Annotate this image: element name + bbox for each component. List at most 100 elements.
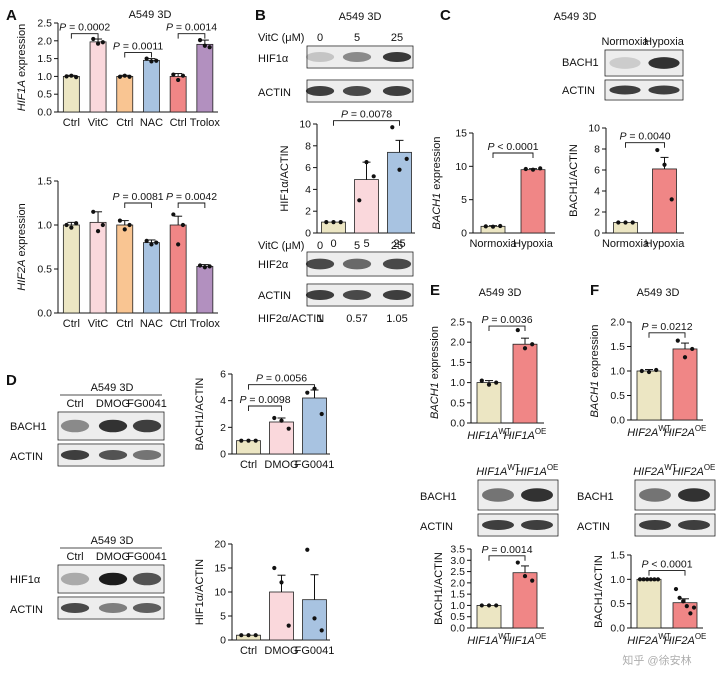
y-tick-label: 4	[220, 395, 226, 407]
panel-label-D: D	[6, 372, 17, 389]
bar	[62, 224, 80, 314]
x-tick-label: FG0041	[295, 645, 335, 657]
panel-label-B: B	[255, 7, 266, 24]
y-tick-label: 4	[305, 184, 311, 196]
chart-B: 0 2 4 6 8 10 HIF1α/ACTIN 0 5 25 P = 0.0078	[279, 109, 415, 250]
blot-D-lane-label: Ctrl	[66, 551, 83, 563]
y-tick-label: 1.5	[450, 357, 465, 369]
blot-B2-lane-label: 5	[354, 240, 360, 252]
data-point	[144, 56, 149, 61]
x-tick-label: Hypoxia	[513, 238, 554, 250]
blot-band	[132, 450, 162, 460]
blot-band	[342, 86, 372, 96]
y-tick-label: 0.5	[37, 89, 52, 101]
data-point	[623, 220, 628, 225]
data-point	[207, 45, 212, 50]
data-point	[171, 212, 176, 217]
data-point	[648, 577, 653, 582]
data-point	[645, 577, 650, 582]
blot-band	[609, 85, 641, 95]
data-point	[176, 242, 181, 247]
data-point	[319, 411, 324, 417]
y-axis-label: BACH1 expression	[431, 137, 443, 230]
y-axis-label: BACH1/ACTIN	[194, 378, 206, 451]
y-tick-label: 15	[455, 128, 467, 140]
data-point	[673, 586, 679, 592]
data-point	[630, 220, 635, 225]
data-point	[312, 616, 317, 621]
blot-band	[342, 258, 372, 270]
data-point	[279, 580, 284, 585]
y-tick-label: 0.5	[610, 390, 625, 402]
x-tick-label: DMOG	[264, 459, 298, 471]
blot-band	[382, 52, 412, 62]
chart-A2: 0.0 0.5 1.0 1.5 HIF2A expression Ctrl VitC Ctrl…	[16, 176, 220, 331]
blot-band	[98, 572, 128, 586]
y-tick-label: 3.0	[450, 555, 465, 567]
data-point	[180, 73, 186, 78]
y-tick-label: 2.0	[37, 35, 52, 47]
blot-band	[648, 57, 680, 69]
blot-band	[132, 419, 162, 433]
blot-D-lane-label: DMOG	[96, 398, 130, 410]
p-value-label: P = 0.0212	[641, 321, 692, 333]
blot-background	[479, 515, 557, 535]
data-point	[675, 338, 680, 343]
x-tick-label: Trolox	[190, 318, 221, 330]
blot-band	[639, 488, 671, 502]
data-point	[515, 327, 520, 333]
blot-B2-ratio-value: 1	[317, 313, 323, 325]
blot-band	[639, 520, 671, 530]
x-tick-label: VitC	[88, 318, 109, 330]
blot-E-lane-label: HIF1AWT	[476, 463, 520, 478]
data-point	[397, 167, 402, 172]
blot-band	[382, 86, 412, 96]
blot-F-row-label: ACTIN	[577, 521, 610, 533]
p-value-label: P = 0.0056	[256, 373, 307, 385]
y-tick-label: 0.0	[450, 623, 465, 635]
bar	[62, 76, 80, 113]
chart-F2: 0.0 0.5 1.0 1.5 BACH1/ACTIN P < 0.0001	[593, 550, 703, 635]
data-point	[530, 342, 535, 347]
data-point	[616, 220, 621, 225]
blot-C-lane-label: Normoxia	[601, 36, 649, 48]
y-tick-label: 20	[214, 539, 226, 551]
x-tick-label: 5	[363, 238, 369, 250]
blot-band	[98, 419, 128, 433]
data-point	[515, 560, 520, 565]
y-tick-label: 2.0	[450, 337, 465, 349]
data-point	[117, 74, 123, 79]
panel-C-context: A549 3D	[554, 11, 597, 23]
panel-label-F: F	[590, 282, 599, 299]
bar	[89, 221, 107, 314]
y-tick-label: 2.5	[37, 18, 52, 30]
blot-B-lane-label: 5	[354, 32, 360, 44]
panel-A-context: A549 3D	[129, 9, 172, 21]
p-value-label: P = 0.0011	[113, 41, 163, 53]
blot-E-row-label: ACTIN	[420, 521, 453, 533]
significance-bracket	[177, 33, 206, 39]
bar	[302, 397, 327, 455]
blot-B2-ratio-value: 1.05	[386, 313, 407, 325]
data-point	[122, 73, 127, 78]
data-point	[197, 37, 203, 43]
blot-B-row-label: ACTIN	[258, 87, 291, 99]
blot-B2-row-label: HIF2α	[258, 259, 289, 271]
blot-band	[482, 488, 514, 502]
blot-band	[678, 488, 710, 502]
p-value-label: P = 0.0036	[481, 314, 532, 326]
blot-band	[648, 85, 680, 95]
p-value-label: P = 0.0002	[59, 22, 110, 34]
data-point	[117, 218, 123, 223]
data-point	[239, 633, 244, 638]
y-tick-label: 1.5	[610, 550, 625, 562]
y-tick-label: 2	[305, 206, 311, 218]
panel-B-context: A549 3D	[339, 11, 382, 23]
y-tick-label: 1.0	[450, 600, 465, 612]
y-tick-label: 2.5	[450, 317, 465, 329]
x-tick-label: HIF2AWT	[627, 424, 671, 439]
